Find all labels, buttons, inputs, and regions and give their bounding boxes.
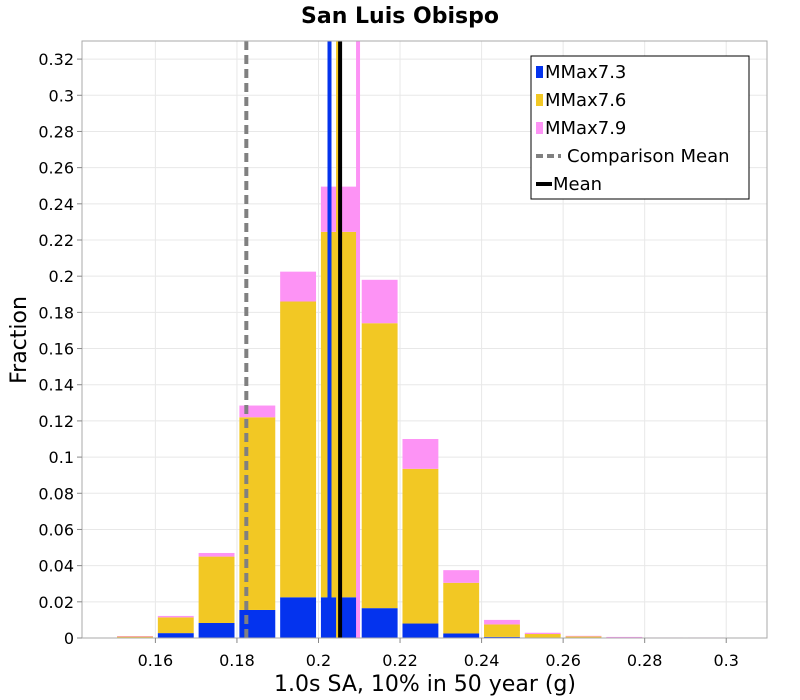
y-tick-label-14: 0.28 xyxy=(38,122,74,141)
legend: MMax7.3 MMax7.6 MMax7.9 Comparison Mean Mean xyxy=(530,55,750,200)
bar-mmax73-bin-2 xyxy=(198,622,235,638)
chart-title: San Luis Obispo xyxy=(301,4,499,29)
y-tick-label-1: 0.02 xyxy=(38,593,74,612)
legend-swatch-mmax7-9 xyxy=(536,122,543,134)
y-tick-label-10: 0.2 xyxy=(49,267,74,286)
bar-mmax76-bin-0 xyxy=(117,636,153,638)
bar-mmax79-bin-1 xyxy=(157,615,194,618)
histogram-bars xyxy=(117,186,724,639)
x-tick-label-6: 0.28 xyxy=(627,651,663,670)
bar-mmax76-bin-2 xyxy=(198,556,235,623)
y-tick-label-11: 0.22 xyxy=(38,231,74,250)
legend-label-mmax7-3: MMax7.3 xyxy=(545,62,626,83)
bar-mmax76-bin-4 xyxy=(280,301,317,598)
bar-mmax79-bin-9 xyxy=(484,619,520,625)
y-tick-label-7: 0.14 xyxy=(38,376,74,395)
x-axis-title: 1.0s SA, 10% in 50 year (g) xyxy=(274,672,576,697)
bar-mmax76-bin-8 xyxy=(443,582,480,634)
bar-mmax73-bin-4 xyxy=(280,597,317,638)
y-tick-label-5: 0.1 xyxy=(49,448,74,467)
y-tick-label-2: 0.04 xyxy=(38,557,74,576)
bar-mmax76-bin-9 xyxy=(484,624,520,637)
x-tick-label-2: 0.2 xyxy=(306,651,331,670)
bar-mmax79-bin-4 xyxy=(280,271,317,302)
bar-mmax73-bin-7 xyxy=(402,623,439,638)
bar-mmax73-bin-1 xyxy=(157,633,194,638)
x-tick-label-4: 0.24 xyxy=(464,651,500,670)
x-tick-label-7: 0.3 xyxy=(713,651,738,670)
bar-mmax73-bin-9 xyxy=(484,636,520,638)
y-tick-label-16: 0.32 xyxy=(38,50,74,69)
bar-mmax79-bin-8 xyxy=(443,570,480,583)
y-tick-label-0: 0 xyxy=(64,629,74,648)
bar-mmax73-bin-6 xyxy=(361,608,398,638)
legend-label-mmax7-6: MMax7.6 xyxy=(545,90,626,111)
bar-mmax79-bin-3 xyxy=(239,405,276,418)
bar-mmax76-bin-1 xyxy=(157,617,194,634)
bar-mmax79-bin-10 xyxy=(524,632,561,635)
x-tick-label-5: 0.26 xyxy=(545,651,581,670)
x-tick-label-1: 0.18 xyxy=(219,651,255,670)
y-tick-label-3: 0.06 xyxy=(38,520,74,539)
x-axis-ticks: 0.16 0.18 0.2 0.22 0.24 0.26 0.28 0.3 xyxy=(138,638,739,670)
bar-mmax79-bin-11 xyxy=(565,635,602,637)
y-tick-label-6: 0.12 xyxy=(38,412,74,431)
legend-box xyxy=(530,55,750,200)
y-tick-label-9: 0.18 xyxy=(38,303,74,322)
bar-mmax79-bin-2 xyxy=(198,552,235,557)
legend-label-comparison-mean: Comparison Mean xyxy=(567,146,730,167)
y-tick-label-12: 0.24 xyxy=(38,195,74,214)
legend-swatch-mmax7-3 xyxy=(536,66,543,78)
x-tick-label-3: 0.22 xyxy=(382,651,418,670)
legend-swatch-mmax7-6 xyxy=(536,94,543,106)
bar-mmax76-bin-6 xyxy=(361,323,398,609)
y-tick-label-8: 0.16 xyxy=(38,340,74,359)
bar-mmax79-bin-6 xyxy=(361,279,398,324)
bar-mmax76-bin-7 xyxy=(402,468,439,624)
y-tick-label-15: 0.3 xyxy=(49,86,74,105)
y-axis-title: Fraction xyxy=(7,296,32,384)
legend-label-mmax7-9: MMax7.9 xyxy=(545,118,626,139)
x-tick-label-0: 0.16 xyxy=(138,651,174,670)
bar-mmax73-bin-8 xyxy=(443,633,480,638)
y-axis-ticks: 0 0.02 0.04 0.06 0.08 0.1 0.12 0.14 0.16 0.18 0.2 0… xyxy=(38,50,82,648)
plot-frame xyxy=(81,40,768,639)
y-tick-label-13: 0.26 xyxy=(38,159,74,178)
legend-label-mean: Mean xyxy=(553,174,602,195)
y-tick-label-4: 0.08 xyxy=(38,484,74,503)
bar-mmax76-bin-11 xyxy=(565,636,602,638)
bar-mmax79-bin-0 xyxy=(117,636,153,637)
bar-mmax76-bin-10 xyxy=(524,634,561,638)
bar-mmax79-bin-7 xyxy=(402,439,439,469)
bar-mmax79-bin-12 xyxy=(606,636,643,638)
mean-lines xyxy=(244,41,361,638)
